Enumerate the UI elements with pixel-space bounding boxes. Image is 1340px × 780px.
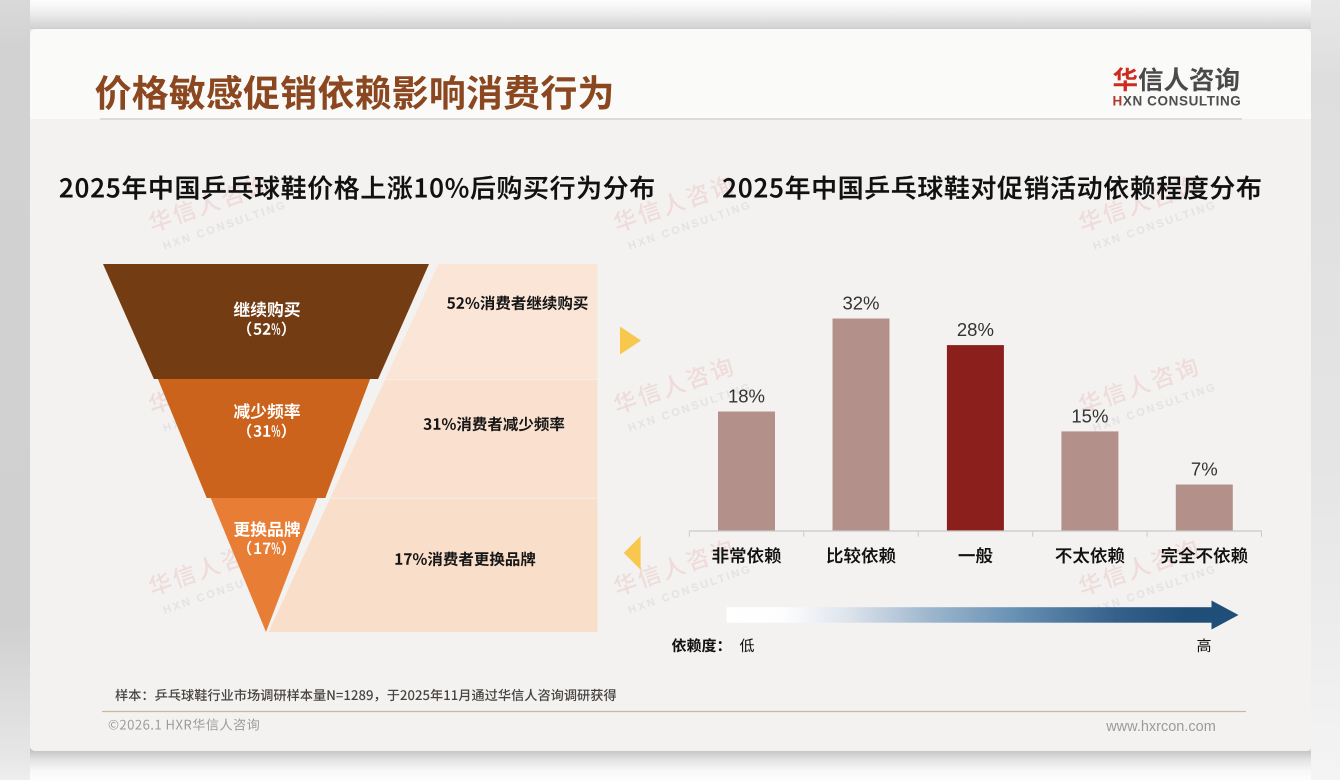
svg-text:HXN CONSULTING: HXN CONSULTING xyxy=(1113,94,1242,109)
svg-text:32%: 32% xyxy=(842,293,879,314)
svg-text:15%: 15% xyxy=(1071,405,1108,426)
svg-text:7%: 7% xyxy=(1191,459,1218,480)
svg-text:18%: 18% xyxy=(728,386,765,407)
svg-text:www.hxrcon.com: www.hxrcon.com xyxy=(1105,719,1216,735)
svg-text:28%: 28% xyxy=(957,319,994,340)
